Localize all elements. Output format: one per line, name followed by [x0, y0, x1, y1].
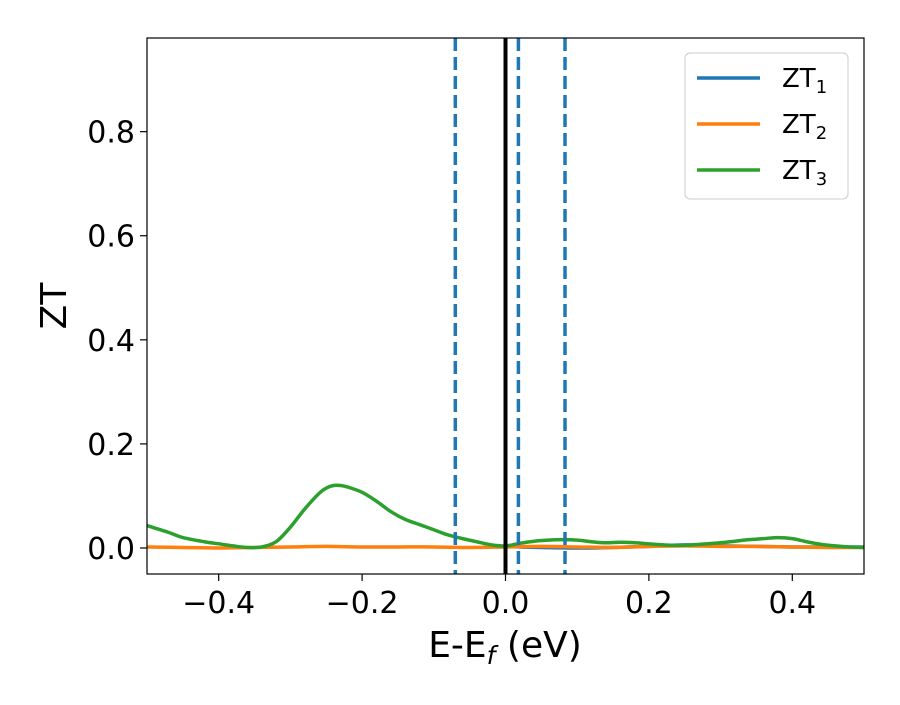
legend-label-ZT2: ZT2 — [782, 110, 827, 144]
x-axis-title-main: E-E — [428, 625, 486, 666]
legend: ZT1 ZT2 ZT3 — [684, 52, 849, 200]
x-tick-label: 0.2 — [625, 586, 673, 621]
legend-box — [684, 52, 849, 200]
y-tick-label: 0.6 — [87, 220, 135, 255]
legend-label-ZT3: ZT3 — [782, 156, 827, 190]
x-tick-label: 0.4 — [768, 586, 816, 621]
y-axis: 0.0 0.2 0.4 0.6 0.8 — [87, 116, 147, 567]
plot-area — [147, 38, 864, 574]
y-tick-label: 0.2 — [87, 428, 135, 463]
legend-label-ZT1: ZT1 — [782, 64, 827, 98]
y-tick-label: 0.0 — [87, 532, 135, 567]
series-line-ZT3 — [147, 483, 864, 550]
y-tick-label: 0.4 — [87, 324, 135, 359]
x-tick-label: −0.2 — [326, 586, 399, 621]
x-axis-title: E-Ef (eV) — [428, 625, 582, 670]
x-tick-label: −0.4 — [182, 586, 255, 621]
x-tick-label: 0.0 — [482, 586, 530, 621]
x-axis-title-unit: (eV) — [495, 625, 581, 666]
x-axis: −0.4 −0.2 0.0 0.2 0.4 — [182, 574, 816, 621]
y-axis-title: ZT — [34, 282, 75, 330]
y-tick-label: 0.8 — [87, 116, 135, 151]
